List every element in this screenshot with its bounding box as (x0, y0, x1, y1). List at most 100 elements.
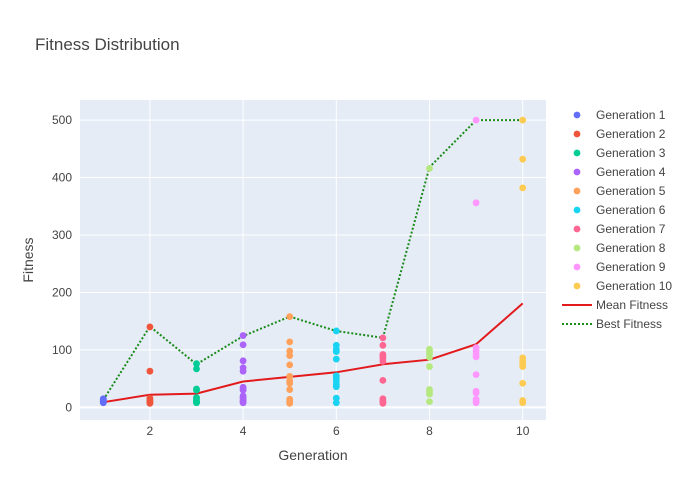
legend-marker (573, 206, 581, 214)
legend-label: Generation 2 (596, 127, 666, 141)
legend-label: Mean Fitness (596, 298, 668, 312)
data-point[interactable] (193, 360, 200, 368)
tick-labels: 0 100 200 300 400 500 2 4 6 8 10 (52, 113, 530, 438)
legend-label: Generation 8 (596, 241, 666, 255)
x-tick-label: 10 (516, 424, 530, 438)
legend-marker (573, 187, 581, 195)
data-point[interactable] (193, 386, 200, 394)
legend-marker (573, 149, 581, 157)
legend-item[interactable]: Generation 8 (573, 241, 666, 255)
data-point[interactable] (472, 399, 480, 407)
data-point[interactable] (379, 399, 387, 407)
data-point[interactable] (239, 386, 247, 394)
y-tick-label: 100 (52, 343, 72, 357)
legend-marker (573, 168, 581, 176)
legend-label: Generation 6 (596, 203, 666, 217)
data-point[interactable] (379, 358, 387, 365)
data-point[interactable] (332, 355, 340, 363)
legend-item[interactable]: Generation 4 (573, 165, 666, 179)
data-point[interactable] (519, 379, 527, 387)
data-point[interactable] (472, 389, 480, 397)
data-point[interactable] (332, 399, 340, 407)
chart-title: Fitness Distribution (35, 35, 180, 54)
mean-fitness-line[interactable] (103, 302, 524, 404)
y-tick-label: 200 (52, 285, 72, 299)
data-point[interactable] (332, 327, 340, 335)
legend-label: Generation 10 (596, 279, 672, 293)
data-point[interactable] (286, 352, 294, 360)
legend-item[interactable]: Generation 2 (573, 127, 666, 141)
legend[interactable]: Generation 1 Generation 2 Generation 3 Gene… (562, 108, 672, 331)
data-point[interactable] (519, 116, 527, 124)
data-point[interactable] (519, 155, 527, 163)
data-point[interactable] (332, 348, 340, 356)
legend-label: Generation 9 (596, 260, 666, 274)
data-point[interactable] (426, 390, 433, 398)
data-point[interactable] (426, 353, 433, 361)
data-point[interactable] (286, 361, 294, 369)
data-point[interactable] (519, 363, 527, 370)
data-point[interactable] (472, 116, 480, 124)
data-point[interactable] (379, 376, 387, 384)
legend-marker (573, 225, 581, 233)
data-point[interactable] (193, 365, 200, 373)
legend-label: Generation 7 (596, 222, 666, 236)
data-point[interactable] (426, 398, 433, 406)
data-point[interactable] (472, 353, 480, 361)
data-point[interactable] (193, 399, 200, 407)
data-point[interactable] (146, 323, 154, 331)
legend-marker (573, 111, 581, 119)
y-tick-label: 300 (52, 228, 72, 242)
data-point[interactable] (426, 164, 433, 172)
legend-item[interactable]: Generation 9 (573, 260, 666, 274)
data-point[interactable] (286, 386, 294, 393)
data-point[interactable] (239, 332, 247, 339)
data-point[interactable] (332, 383, 340, 391)
data-point[interactable] (519, 184, 527, 192)
data-point[interactable] (146, 367, 154, 375)
data-point[interactable] (286, 379, 294, 387)
data-point[interactable] (426, 363, 433, 370)
legend-item[interactable]: Generation 1 (573, 108, 666, 122)
y-tick-label: 0 (65, 400, 72, 414)
series-lines (102, 119, 524, 404)
data-point[interactable] (286, 399, 294, 407)
legend-item[interactable]: Mean Fitness (562, 298, 668, 312)
data-point[interactable] (379, 334, 387, 342)
legend-item[interactable]: Generation 7 (573, 222, 666, 236)
legend-item[interactable]: Generation 10 (573, 279, 673, 293)
data-point[interactable] (146, 399, 154, 407)
legend-marker (573, 263, 581, 271)
data-point[interactable] (239, 341, 247, 349)
y-axis-title: Fitness (20, 237, 36, 282)
data-point[interactable] (286, 313, 294, 320)
legend-label: Generation 5 (596, 184, 666, 198)
x-tick-label: 6 (333, 424, 340, 438)
data-point[interactable] (239, 357, 247, 365)
legend-item[interactable]: Generation 3 (573, 146, 666, 160)
legend-marker (573, 244, 581, 252)
data-point[interactable] (472, 371, 480, 379)
data-point[interactable] (99, 395, 107, 403)
data-point[interactable] (286, 338, 294, 346)
legend-item[interactable]: Generation 5 (573, 184, 666, 198)
x-tick-label: 2 (147, 424, 154, 438)
best-fitness-line[interactable] (102, 119, 523, 401)
legend-item[interactable]: Best Fitness (562, 317, 662, 331)
legend-label: Generation 3 (596, 146, 666, 160)
data-point[interactable] (379, 341, 387, 349)
series-markers (99, 116, 527, 407)
data-point[interactable] (472, 199, 480, 207)
data-point[interactable] (519, 399, 527, 407)
legend-marker (573, 282, 581, 290)
x-tick-label: 8 (426, 424, 433, 438)
data-point[interactable] (239, 399, 247, 407)
y-tick-label: 400 (52, 171, 72, 185)
x-axis-title: Generation (278, 447, 347, 463)
legend-label: Best Fitness (596, 317, 662, 331)
data-point[interactable] (239, 367, 247, 375)
legend-label: Generation 1 (596, 108, 666, 122)
legend-item[interactable]: Generation 6 (573, 203, 666, 217)
